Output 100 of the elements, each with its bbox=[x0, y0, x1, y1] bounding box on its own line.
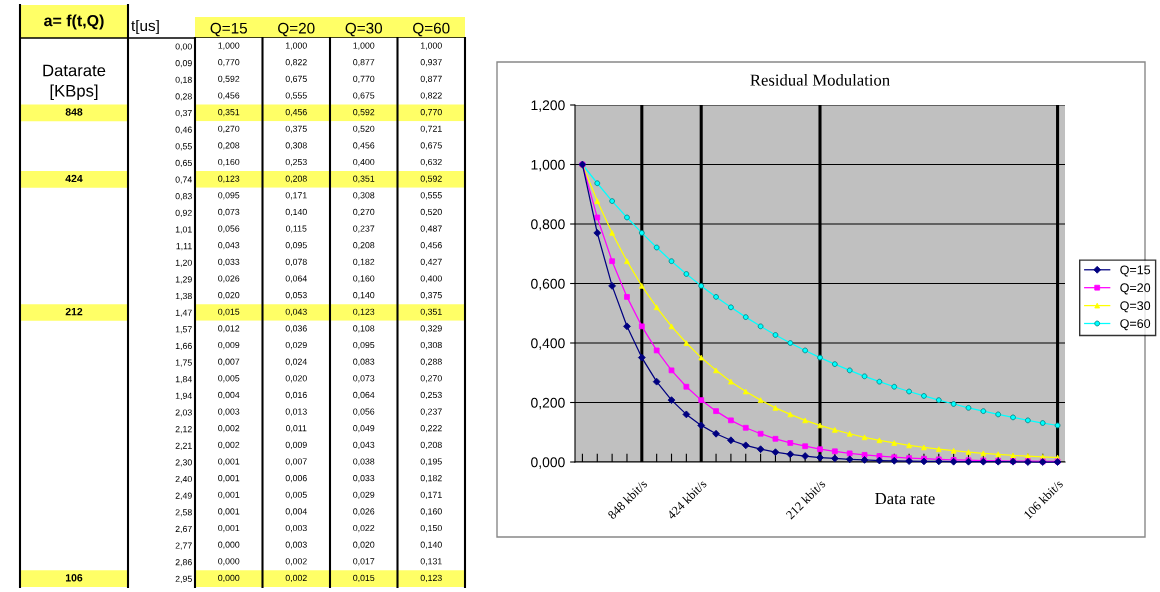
data-label: 0,400 bbox=[353, 158, 375, 167]
data-label: 0,195 bbox=[420, 458, 442, 466]
y-tick-label: 2,12 bbox=[175, 426, 192, 434]
data-label: 0,487 bbox=[420, 225, 442, 233]
y-tick-label: 1,01 bbox=[175, 226, 192, 234]
data-label: 0,005 bbox=[218, 375, 240, 383]
data-label: 0,208 bbox=[420, 441, 442, 449]
data-label: 0,033 bbox=[218, 258, 240, 266]
data-label: 0,351 bbox=[353, 175, 375, 183]
data-label: 0,007 bbox=[285, 458, 307, 466]
data-label: 0,000 bbox=[218, 574, 240, 583]
chart-title: Residual Modulation bbox=[750, 73, 890, 86]
data-label: 0,270 bbox=[353, 208, 375, 217]
data-label: 1,000 bbox=[218, 42, 240, 50]
data-label: 0,015 bbox=[218, 308, 240, 316]
data-label: 0,002 bbox=[285, 558, 307, 566]
data-label: 0,675 bbox=[353, 92, 375, 100]
chart-title: a= f(t,Q) bbox=[44, 14, 104, 30]
data-label: 0,000 bbox=[218, 558, 240, 566]
y-tick-label: 0,600 bbox=[531, 278, 565, 291]
data-label: 0,937 bbox=[420, 59, 442, 67]
y-tick-label: 0,83 bbox=[175, 193, 192, 201]
data-label: 0,020 bbox=[353, 541, 375, 549]
data-label: 0,115 bbox=[285, 225, 307, 233]
data-label: 0,095 bbox=[218, 192, 240, 200]
data-label: 0,033 bbox=[353, 475, 375, 483]
data-label: 0,822 bbox=[420, 92, 442, 100]
data-label: 0,351 bbox=[420, 308, 442, 316]
data-label: 0,036 bbox=[285, 325, 307, 333]
data-label: 0,029 bbox=[285, 341, 307, 350]
data-label: 1,000 bbox=[420, 42, 442, 50]
data-label: 0,020 bbox=[218, 292, 240, 300]
y-tick-label: 2,03 bbox=[175, 409, 192, 417]
y-tick-label: 2,86 bbox=[175, 559, 192, 567]
data-label: 0,308 bbox=[353, 192, 375, 200]
y-tick-label: 2,30 bbox=[175, 459, 192, 467]
data-label: 0,270 bbox=[420, 375, 442, 383]
data-label: 1,000 bbox=[285, 42, 307, 50]
y-tick-label: 0,65 bbox=[175, 159, 192, 168]
data-label: 0,770 bbox=[353, 75, 375, 83]
y2-tick-label: 424 bbox=[65, 174, 83, 183]
y-tick-label: 1,29 bbox=[175, 276, 192, 284]
data-label: 0,003 bbox=[285, 541, 307, 549]
data-label: 0,026 bbox=[218, 275, 240, 283]
data-label: 0,064 bbox=[353, 391, 375, 400]
data-label: 0,877 bbox=[353, 59, 375, 67]
data-label: 0,721 bbox=[420, 125, 442, 133]
data-label: 0,770 bbox=[218, 59, 240, 67]
data-label: 0,520 bbox=[353, 125, 375, 133]
data-label: 0,049 bbox=[353, 425, 375, 433]
data-label: 0,456 bbox=[420, 242, 442, 250]
data-label: 0,140 bbox=[353, 292, 375, 300]
y-tick-label: 0,37 bbox=[175, 109, 192, 118]
data-label: 0,208 bbox=[285, 175, 307, 183]
y-axis-title: Datarate [KBps] bbox=[43, 64, 106, 100]
data-label: 0,022 bbox=[353, 524, 375, 533]
y-tick-label: 0,55 bbox=[175, 143, 192, 151]
data-label: 0,009 bbox=[285, 441, 307, 449]
data-label: 0,160 bbox=[218, 158, 240, 167]
y-tick-label: 1,47 bbox=[175, 309, 192, 317]
y-tick-label: 0,800 bbox=[531, 219, 565, 231]
data-label: 0,171 bbox=[285, 192, 307, 200]
data-label: 0,002 bbox=[218, 425, 240, 433]
data-label: 0,053 bbox=[285, 292, 307, 300]
data-label: 0,015 bbox=[353, 574, 375, 583]
data-label: 0,020 bbox=[285, 375, 307, 383]
data-label: 0,002 bbox=[285, 574, 307, 583]
data-label: 0,822 bbox=[285, 59, 307, 67]
data-label: 0,237 bbox=[353, 225, 375, 233]
data-label: 0,073 bbox=[353, 375, 375, 383]
y-tick-label: 2,58 bbox=[175, 509, 192, 517]
data-label: 0,064 bbox=[285, 275, 307, 283]
data-label: 0,182 bbox=[353, 258, 375, 266]
data-label: 0,013 bbox=[285, 408, 307, 416]
data-label: 0,456 bbox=[218, 92, 240, 100]
data-label: 0,043 bbox=[353, 441, 375, 449]
data-label: 0,329 bbox=[420, 325, 442, 333]
data-label: 0,632 bbox=[420, 158, 442, 167]
data-label: 0,131 bbox=[420, 558, 442, 566]
data-label: 0,043 bbox=[218, 242, 240, 250]
data-label: 0,056 bbox=[218, 225, 240, 233]
y-tick-label: 2,77 bbox=[175, 542, 192, 550]
data-label: 0,877 bbox=[420, 75, 442, 83]
data-label: 0,017 bbox=[353, 558, 375, 566]
y-tick-label: 2,40 bbox=[175, 475, 192, 484]
data-label: 0,056 bbox=[353, 408, 375, 416]
x-axis-title: Data rate bbox=[875, 493, 935, 505]
data-label: 0,001 bbox=[218, 524, 240, 533]
y-tick-label: 0,000 bbox=[531, 457, 565, 469]
data-label: 0,000 bbox=[218, 541, 240, 549]
data-label: 0,006 bbox=[285, 475, 307, 483]
data-label: 0,375 bbox=[420, 292, 442, 300]
data-label: 0,182 bbox=[420, 475, 442, 483]
data-label: 1,000 bbox=[353, 42, 375, 50]
data-label: 0,592 bbox=[218, 75, 240, 83]
y-tick-label: 1,20 bbox=[175, 259, 192, 267]
data-label: 0,108 bbox=[353, 325, 375, 333]
data-label: 0,012 bbox=[218, 325, 240, 333]
data-label: 0,456 bbox=[285, 109, 307, 117]
y-tick-label: 2,67 bbox=[175, 525, 192, 534]
